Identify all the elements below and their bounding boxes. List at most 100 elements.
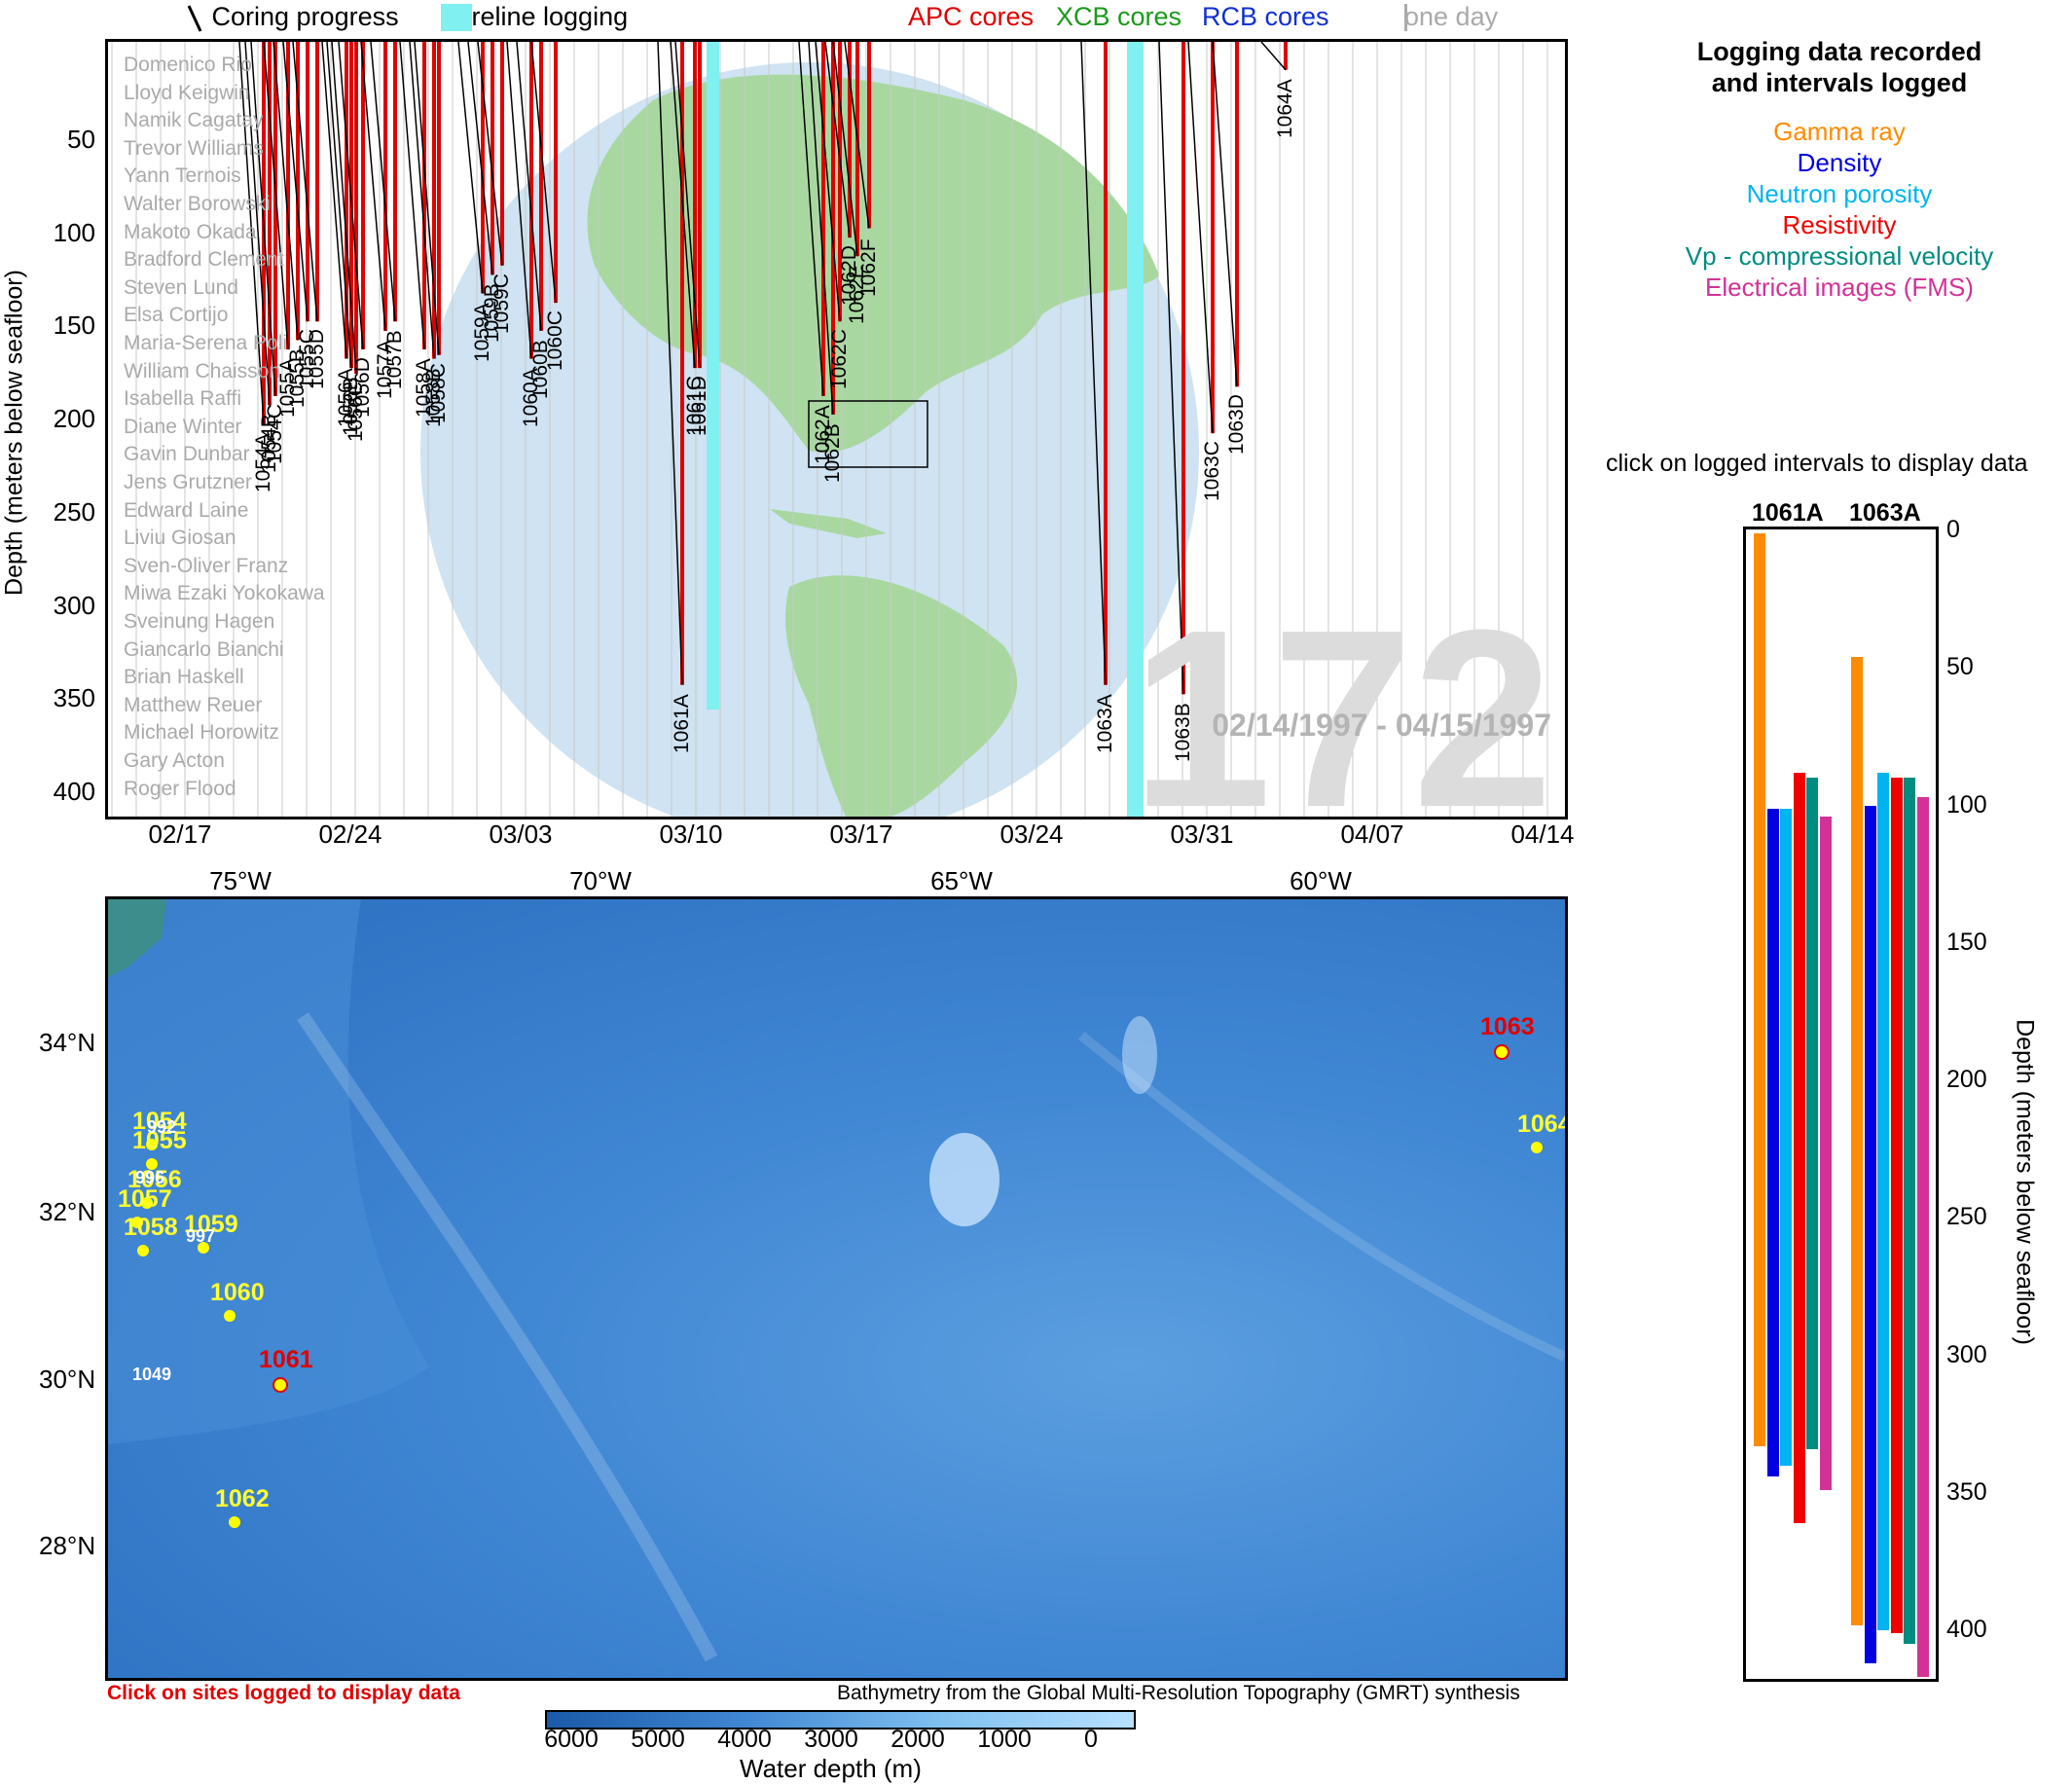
site-marker[interactable]: [1494, 1044, 1509, 1060]
coring-progress-line[interactable]: [263, 42, 289, 350]
coring-progress-line[interactable]: [1260, 42, 1287, 71]
interval-1061A-electrical-images-fms-[interactable]: [1819, 816, 1832, 1491]
site-label[interactable]: 1056: [127, 1166, 182, 1193]
coring-progress-line[interactable]: [326, 42, 352, 369]
coring-progress-line[interactable]: [1187, 42, 1214, 434]
coring-progress-line[interactable]: [244, 42, 271, 406]
coring-progress-line[interactable]: [815, 42, 841, 322]
coring-progress-traces[interactable]: [238, 42, 1288, 695]
wireline-run-1063A[interactable]: [1127, 42, 1144, 817]
site-label[interactable]: 1061: [259, 1346, 313, 1373]
interval-1061A-neutron-porosity[interactable]: [1780, 808, 1792, 1466]
interval-1063A-density[interactable]: [1864, 805, 1876, 1664]
site-label[interactable]: 1054: [132, 1108, 187, 1135]
coring-progress-line[interactable]: [798, 42, 824, 396]
bathymetry-map[interactable]: 1054 1055 1056 1057 1058 1059 1060 1061 1062 1063…: [105, 896, 1568, 1681]
site-marker[interactable]: [273, 1377, 288, 1393]
site-marker[interactable]: [146, 1158, 158, 1170]
site-marker[interactable]: [141, 1197, 153, 1209]
interval-1061A-resistivity[interactable]: [1793, 772, 1805, 1523]
site-label[interactable]: 1060: [210, 1279, 265, 1306]
logged-intervals-chart[interactable]: [1743, 527, 1939, 1682]
site-marker[interactable]: [229, 1516, 240, 1528]
site-marker[interactable]: [198, 1242, 209, 1254]
coring-progress-line[interactable]: [399, 42, 425, 350]
site-marker[interactable]: [1531, 1142, 1543, 1153]
site-label[interactable]: 1059: [184, 1211, 238, 1238]
coring-progress-line[interactable]: [321, 42, 347, 359]
coring-progress-line[interactable]: [674, 42, 701, 369]
coring-progress-line[interactable]: [370, 42, 396, 322]
coring-progress-line[interactable]: [360, 42, 386, 331]
coring-progress-line[interactable]: [467, 42, 493, 275]
interval-1063A-electrical-images-fms-[interactable]: [1916, 797, 1929, 1678]
interval-1063A-neutron-porosity[interactable]: [1877, 772, 1889, 1631]
coring-progress-line[interactable]: [657, 42, 683, 685]
coring-progress-line[interactable]: [506, 42, 532, 359]
hole-label[interactable]: 1057B: [383, 330, 406, 390]
coring-progress-line[interactable]: [338, 42, 364, 350]
coring-progress-line[interactable]: [331, 42, 357, 374]
hole-label[interactable]: 1055D: [306, 329, 328, 390]
interval-1061A-density[interactable]: [1766, 808, 1779, 1476]
coring-progress-line[interactable]: [414, 42, 440, 355]
site-label[interactable]: 1058: [124, 1214, 178, 1241]
site-marker[interactable]: [146, 1139, 158, 1150]
coring-progress-line[interactable]: [1158, 42, 1184, 695]
interval-1061A-vp-compressional-velocity[interactable]: [1806, 778, 1818, 1449]
coring-progress-line[interactable]: [844, 42, 870, 229]
hole-label[interactable]: 1063C: [1201, 441, 1223, 502]
coring-timeline-plot[interactable]: Domenico Rio Lloyd Keigwin Namik Cagatay Tr…: [105, 39, 1568, 819]
coring-progress-line[interactable]: [477, 42, 503, 266]
site-marker[interactable]: [137, 1245, 149, 1256]
site-marker[interactable]: [224, 1310, 236, 1322]
coring-progress-line[interactable]: [250, 42, 276, 396]
site-label-small[interactable]: 996: [135, 1168, 165, 1187]
coring-progress-line[interactable]: [516, 42, 542, 331]
interval-1061A-gamma-ray[interactable]: [1754, 533, 1765, 1446]
coring-progress-line[interactable]: [238, 42, 265, 424]
site-label-small[interactable]: 997: [186, 1226, 216, 1246]
site-label[interactable]: 1062: [215, 1485, 270, 1512]
site-label[interactable]: 1057: [118, 1185, 172, 1213]
coring-progress-line[interactable]: [808, 42, 834, 416]
hole-label[interactable]: 1061A: [671, 693, 693, 753]
hole-label[interactable]: 1063D: [1225, 394, 1248, 455]
hole-label[interactable]: 1060C: [544, 310, 566, 372]
colorbar-label: Water depth (m): [740, 1754, 922, 1783]
site-label-small[interactable]: 1049: [132, 1365, 172, 1384]
interval-1063A-vp-compressional-velocity[interactable]: [1904, 778, 1915, 1645]
continental-slope: [108, 899, 429, 1444]
hole-label[interactable]: 1061D: [688, 376, 710, 437]
depth-tick-label: 300: [1946, 1340, 1987, 1368]
coring-progress-line[interactable]: [824, 42, 851, 238]
hole-label[interactable]: 1062F: [857, 237, 880, 297]
coring-progress-line[interactable]: [670, 42, 696, 369]
wireline-run-1061A[interactable]: [707, 42, 719, 710]
interval-1063A-gamma-ray[interactable]: [1851, 657, 1863, 1625]
hole-label[interactable]: 1062C: [828, 329, 851, 390]
hole-label[interactable]: 1062B: [821, 423, 844, 483]
site-label[interactable]: 1055: [132, 1127, 187, 1154]
hole-label[interactable]: 1064A: [1274, 78, 1296, 138]
hole-label[interactable]: 1059C: [491, 273, 513, 334]
coring-progress-line[interactable]: [530, 42, 557, 304]
site-label-small[interactable]: 992: [147, 1117, 177, 1137]
timeline-legend: Coring progress Wireline logging APC cor…: [0, 0, 1557, 37]
hole-label[interactable]: 1063A: [1094, 693, 1116, 753]
coring-progress-line[interactable]: [273, 42, 299, 341]
x-tick-label: 03/03: [489, 819, 553, 849]
site-label[interactable]: 1063: [1480, 1013, 1535, 1040]
site-marker[interactable]: [131, 1217, 143, 1228]
hole-label[interactable]: 1058C: [427, 362, 450, 423]
coring-progress-line[interactable]: [832, 42, 858, 257]
coring-progress-line[interactable]: [1080, 42, 1107, 685]
coring-progress-line[interactable]: [1212, 42, 1238, 387]
coring-progress-line[interactable]: [457, 42, 484, 294]
coring-progress-line[interactable]: [409, 42, 435, 359]
interval-1063A-resistivity[interactable]: [1890, 778, 1903, 1633]
hole-label[interactable]: 1056D: [351, 357, 374, 418]
site-label[interactable]: 1064: [1517, 1110, 1568, 1138]
coring-progress-line[interactable]: [292, 42, 318, 322]
coring-progress-line[interactable]: [282, 42, 309, 322]
